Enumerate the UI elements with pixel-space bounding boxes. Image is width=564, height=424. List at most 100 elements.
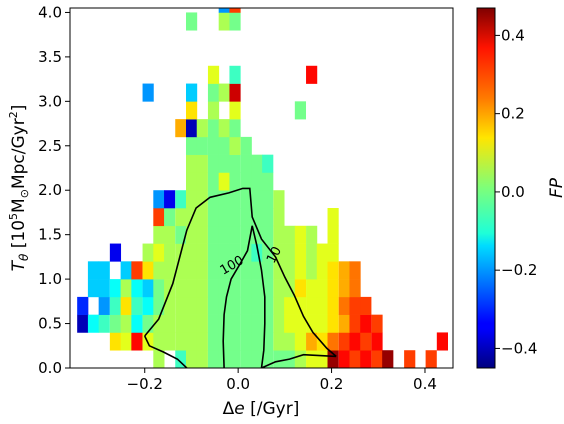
heatmap-cell [186,225,198,244]
heatmap-cell [273,279,285,298]
heatmap-cell [186,154,198,173]
heatmap-cell [175,261,187,280]
heatmap-cell [251,332,263,351]
heatmap-cell [186,296,198,315]
heatmap-cell [153,190,165,209]
heatmap-cell [273,225,285,244]
heatmap-cell [131,279,143,298]
heatmap-cell [153,332,165,351]
x-axis-label: Δe [/Gyr] [223,399,300,419]
heatmap-cell [327,261,339,280]
heatmap-cell [164,261,176,280]
heatmap-cell [186,261,198,280]
heatmap-cell [175,225,187,244]
heatmap-cell [142,83,154,102]
heatmap-cell [109,314,122,333]
heatmap-cell [229,136,241,155]
heatmap-cell [229,314,241,333]
heatmap-cell [186,136,198,155]
heatmap-cell [175,314,187,333]
heatmap-cell [240,190,252,209]
heatmap-cell [294,296,307,315]
heatmap-cell [262,350,274,368]
heatmap-cell [251,279,263,298]
y-tick-label: 3.0 [38,92,62,110]
heatmap-cell [338,350,350,368]
heatmap-cell [207,190,220,209]
heatmap-cell [186,119,198,138]
heatmap-cell [229,101,241,120]
heatmap-cell [229,225,241,244]
heatmap-cell [294,332,307,351]
colorbar-label: FP [547,177,564,198]
heatmap-cell [251,225,263,244]
heatmap-cell [175,119,187,138]
heatmap-cell [142,243,154,262]
heatmap-cell [98,279,110,298]
heatmap-cell [273,208,285,227]
heatmap-cell [262,225,274,244]
heatmap-cell [218,243,230,262]
heatmap-cell [164,243,176,262]
contour-lines [143,187,337,368]
heatmap-cell [284,225,296,244]
heatmap-cell [142,296,154,315]
heatmap-cell [338,261,350,280]
y-axis-label: Tθ [105M⊙Mpc/Gyr2] [7,105,31,272]
heatmap-cell [436,332,448,351]
heatmap-cell [306,296,318,315]
heatmap-cell [294,279,307,298]
heatmap-cell [371,314,383,333]
heatmap-cell [316,296,328,315]
heatmap-cell [153,261,165,280]
heatmap-cell [262,296,274,315]
heatmap-cell [251,296,263,315]
heatmap-cell [196,225,208,244]
heatmap-cell [229,350,241,368]
contour-line [144,187,337,358]
heatmap-cell [306,225,318,244]
heatmap-cell [175,296,187,315]
heatmap-cell [196,243,208,262]
heatmap-cell [196,261,208,280]
heatmap-cell [240,279,252,298]
heatmap-cell [338,279,350,298]
heatmap-cell [262,261,274,280]
heatmap-cell [338,314,350,333]
heatmap-cell [164,225,176,244]
heatmap-cell [153,350,165,368]
heatmap-cell [87,261,100,280]
y-tick-label: 0.5 [38,315,62,333]
heatmap-cell [382,350,394,368]
colorbar-tick-label: −0.2 [501,261,537,279]
heatmap-cell [360,332,372,351]
heatmap-cell [109,332,122,351]
heatmap-cell [229,296,241,315]
heatmap-cell [207,279,220,298]
heatmap-cell [77,296,89,315]
heatmap-cell [273,314,285,333]
heatmap-cell [404,350,416,368]
heatmap-cell [294,261,307,280]
heatmap-cell [316,261,328,280]
heatmap-cell [360,296,372,315]
y-label-sun-symbol: ⊙ [18,189,31,198]
heatmap-cell [262,154,274,173]
heatmap-cell [218,225,230,244]
heatmap-cell [196,136,208,155]
heatmap-cell [327,350,339,368]
heatmap-cell [327,332,339,351]
heatmap-cell [153,225,165,244]
heatmap-cell [196,314,208,333]
heatmap-cell [218,119,230,138]
heatmap-cell [109,296,122,315]
heatmap-cell [262,279,274,298]
heatmap-cell [218,190,230,209]
heatmap-cell [349,314,361,333]
heatmap-cell [338,296,350,315]
heatmap-cell [207,208,220,227]
heatmap-cell [207,350,220,368]
heatmap-cell [207,136,220,155]
heatmap-cell [327,279,339,298]
